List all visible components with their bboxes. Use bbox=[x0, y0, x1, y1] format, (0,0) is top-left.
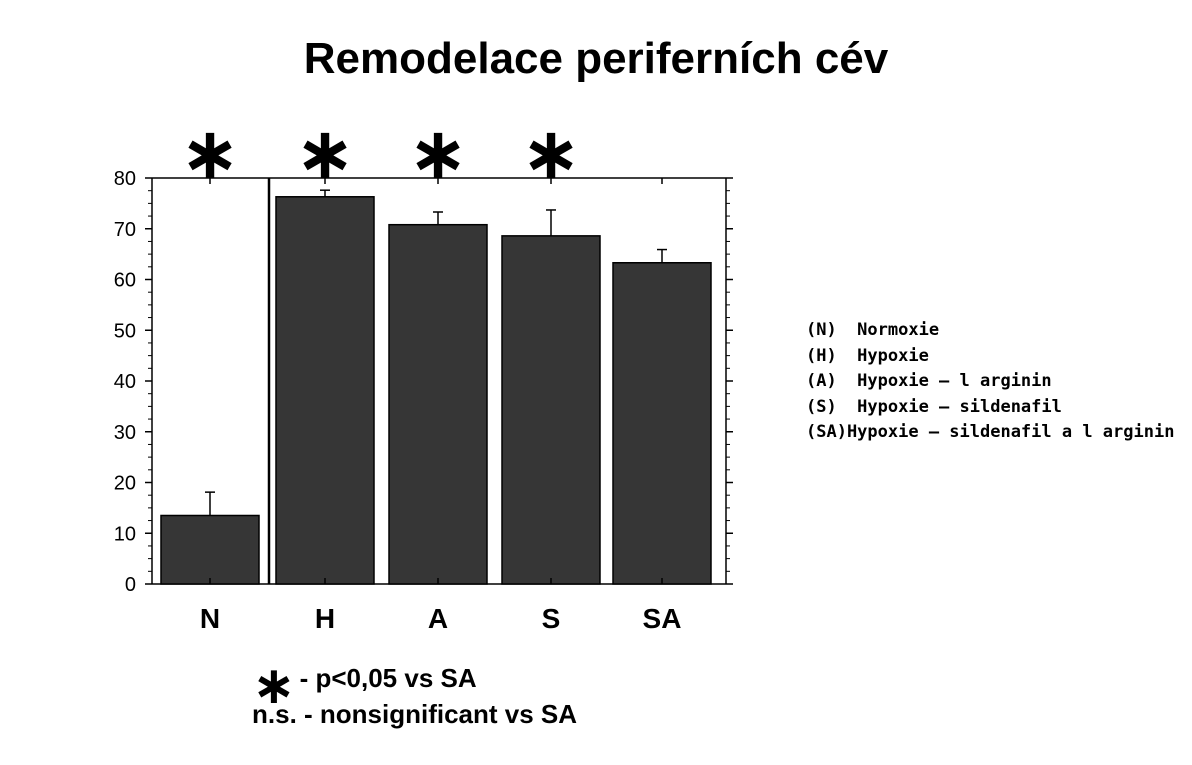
bar-sa bbox=[612, 262, 712, 585]
bar-s bbox=[501, 235, 601, 585]
y-tick-label: 20 bbox=[114, 473, 136, 495]
bar-a bbox=[388, 223, 488, 585]
legend-item-s: (S) Hypoxie – sildenafil bbox=[806, 396, 1062, 417]
x-tick-label-n: N bbox=[200, 603, 220, 634]
legend-item-a: (A) Hypoxie – l arginin bbox=[806, 371, 1052, 391]
y-tick-label: 40 bbox=[114, 371, 136, 393]
significance-asterisk-s: ∗ bbox=[521, 111, 581, 195]
legend-item-h: (H) Hypoxie bbox=[806, 345, 929, 366]
footnote-ns-text: n.s. - nonsignificant vs SA bbox=[252, 699, 578, 729]
y-tick-label: 60 bbox=[114, 270, 136, 292]
x-tick-label-s: S bbox=[542, 603, 561, 634]
x-tick-label-h: H bbox=[315, 603, 335, 634]
x-tick-label-a: A bbox=[428, 603, 448, 634]
y-tick-label: 80 bbox=[114, 168, 136, 190]
y-tick-label: 30 bbox=[114, 422, 136, 444]
footnote-significance: ∗ - p<0,05 vs SA bbox=[252, 660, 577, 712]
y-tick-label: 10 bbox=[114, 523, 136, 545]
legend-item-n: (N) Normoxie bbox=[806, 320, 940, 340]
bar-h bbox=[275, 196, 375, 585]
asterisk-icon: ∗ bbox=[252, 656, 296, 716]
chart-title: Remodelace periferních cév bbox=[303, 34, 889, 83]
significance-asterisk-h: ∗ bbox=[295, 111, 355, 195]
y-tick-label: 0 bbox=[125, 574, 136, 596]
footnotes: ∗ - p<0,05 vs SA n.s. - nonsignificant v… bbox=[252, 660, 577, 732]
y-tick-label: 50 bbox=[114, 320, 136, 342]
significance-asterisk-a: ∗ bbox=[408, 111, 468, 195]
significance-asterisk-n: ∗ bbox=[180, 111, 240, 195]
bar-n bbox=[160, 514, 260, 585]
plot-area: 0 10 20 30 40 50 60 70 80 N ∗ H ∗ A ∗ S ∗ SA bbox=[114, 111, 733, 634]
y-tick-label: 70 bbox=[114, 219, 136, 241]
legend-item-sa: (SA)Hypoxie – sildenafil a l arginin bbox=[806, 422, 1175, 442]
x-tick-label-sa: SA bbox=[643, 603, 682, 634]
footnote-ns: n.s. - nonsignificant vs SA bbox=[252, 696, 577, 732]
legend: (N) Normoxie (H) Hypoxie (A) Hypoxie – l… bbox=[806, 318, 1174, 446]
footnote-significance-text: - p<0,05 vs SA bbox=[299, 663, 477, 693]
